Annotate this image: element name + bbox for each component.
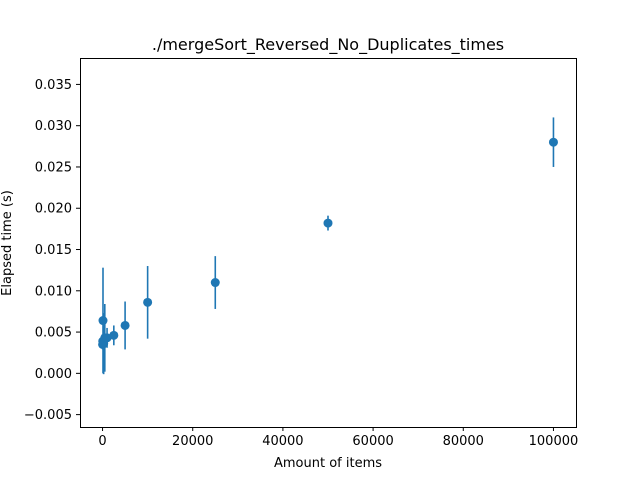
plot-frame (80, 58, 577, 428)
x-tick-label: 80000 (443, 434, 484, 449)
data-point (548, 137, 558, 147)
y-tick-label: 0.020 (35, 202, 72, 217)
data-point (102, 333, 112, 343)
y-tick-label: −0.005 (24, 408, 72, 423)
x-tick-label: 40000 (262, 434, 303, 449)
x-tick-label: 20000 (172, 434, 213, 449)
x-axis: 0 20000 40000 60000 80000 100000 (98, 427, 578, 449)
y-tick-label: 0.000 (35, 367, 72, 382)
y-tick-label: 0.015 (35, 243, 72, 258)
y-tick-label: 0.030 (35, 119, 72, 134)
chart-title: ./mergeSort_Reversed_No_Duplicates_times (152, 35, 504, 55)
x-axis-label: Amount of items (274, 456, 382, 471)
y-tick-label: 0.010 (35, 284, 72, 299)
data-point (143, 297, 153, 307)
x-tick-label: 60000 (352, 434, 393, 449)
y-tick-label: 0.025 (35, 160, 72, 175)
y-axis-label: Elapsed time (s) (0, 190, 15, 296)
plot-marks (98, 117, 558, 375)
data-point (120, 320, 130, 330)
y-tick-label: 0.035 (35, 78, 72, 93)
x-tick-label: 0 (98, 434, 106, 449)
data-point (109, 330, 119, 340)
x-tick-label: 100000 (529, 434, 579, 449)
data-point (210, 278, 220, 288)
y-tick-label: 0.005 (35, 326, 72, 341)
y-axis: −0.005 0.000 0.005 0.010 0.015 0.020 0.025 0.03… (24, 78, 80, 423)
data-point (323, 218, 333, 228)
